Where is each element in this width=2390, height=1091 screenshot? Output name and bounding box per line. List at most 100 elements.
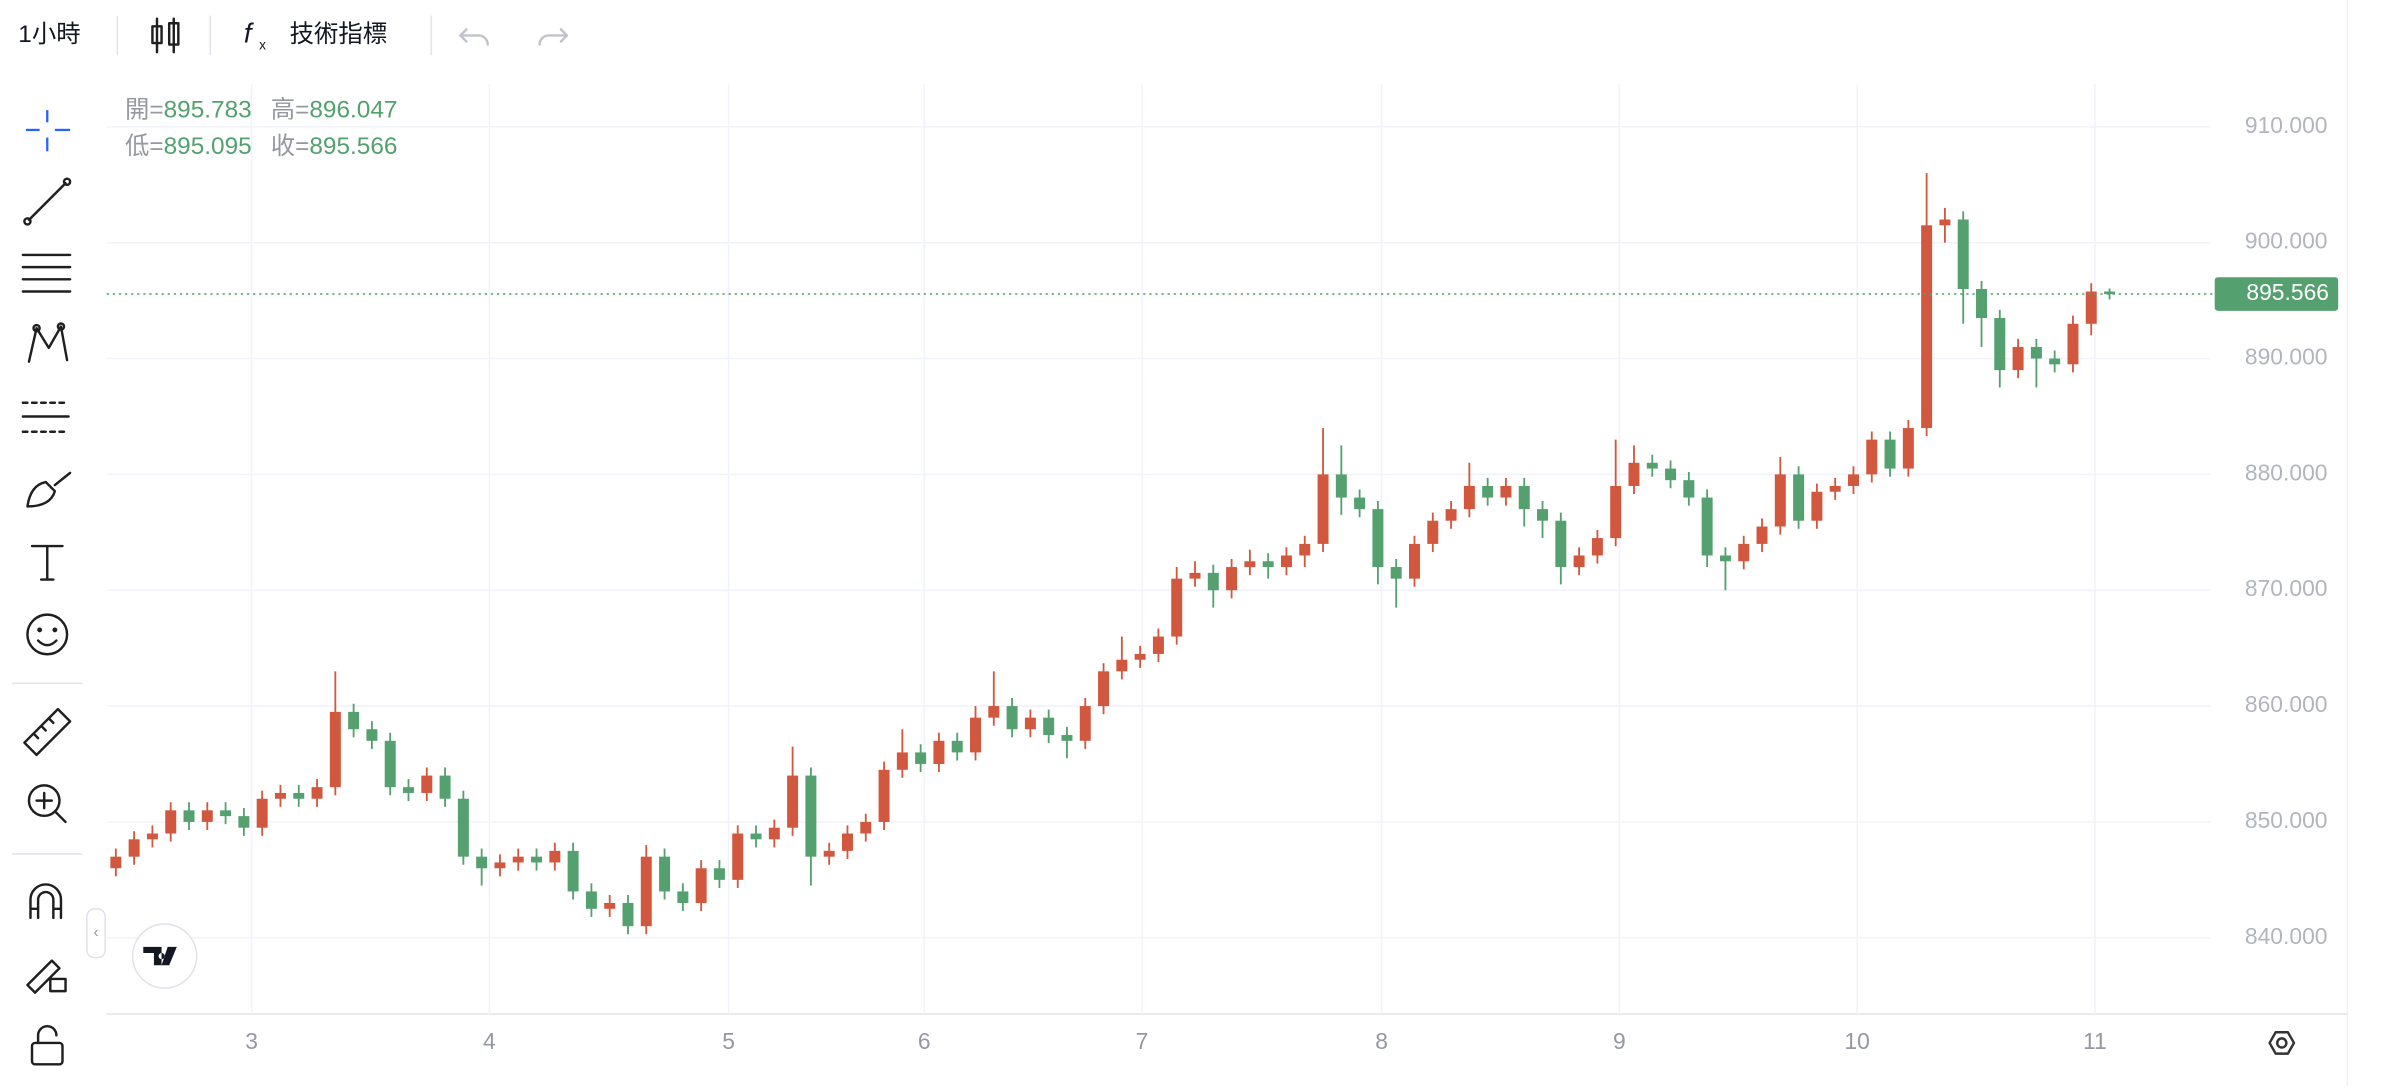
magnet-tool[interactable] xyxy=(29,883,63,920)
candle-body xyxy=(274,792,286,799)
candle-body xyxy=(1482,485,1494,498)
candle-body xyxy=(238,816,250,828)
candle-body xyxy=(732,833,744,880)
x-tick-label: 8 xyxy=(1375,1028,1388,1054)
candle-body xyxy=(348,711,360,730)
candle-body xyxy=(1829,485,1841,492)
y-tick-label: 910.000 xyxy=(2245,112,2328,138)
candle-body xyxy=(768,827,780,840)
candle-body xyxy=(476,856,488,869)
axes: 840.000 850.000 860.000 870.000 880.000 890.0… xyxy=(245,112,2339,1054)
collapse-arrow: ‹ xyxy=(93,924,98,941)
candle-body xyxy=(1061,735,1073,741)
undo-button[interactable] xyxy=(459,28,489,46)
candle-body xyxy=(1811,491,1823,521)
candle-body xyxy=(1665,468,1677,481)
candle-body xyxy=(1573,555,1585,568)
candle-body xyxy=(1555,520,1567,568)
candle-body xyxy=(311,787,323,799)
left-toolbar xyxy=(12,110,83,1066)
candle-body xyxy=(421,775,433,793)
candle-body xyxy=(1939,219,1951,226)
last-price-box xyxy=(2214,277,2339,311)
y-tick-label: 860.000 xyxy=(2245,691,2328,717)
candle-body xyxy=(750,833,762,840)
candle-body xyxy=(1207,572,1219,591)
text-tool[interactable] xyxy=(30,544,64,581)
collapse-handle[interactable] xyxy=(86,908,106,959)
candle-body xyxy=(1116,659,1128,672)
fx-icon: f xyxy=(244,18,254,49)
x-tick-label: 3 xyxy=(245,1028,258,1054)
candle-body xyxy=(1774,474,1786,527)
legend-label: 高= xyxy=(271,97,310,124)
candle-body xyxy=(366,729,378,741)
candle-body xyxy=(2085,291,2097,324)
indicators-label: 技術指標 xyxy=(290,21,388,48)
candle-body xyxy=(933,740,945,764)
fx-icon: x xyxy=(259,38,266,53)
candle-body xyxy=(1372,509,1384,568)
candle-body xyxy=(1921,225,1933,429)
settings-button[interactable] xyxy=(2268,1031,2296,1055)
candle-body xyxy=(1152,636,1164,654)
candle-body xyxy=(951,740,963,753)
fib-tool[interactable] xyxy=(21,253,72,293)
candle-body xyxy=(512,856,524,863)
y-tick-label: 900.000 xyxy=(2245,228,2328,254)
candle-body xyxy=(805,775,817,857)
lock-tool[interactable] xyxy=(30,1024,64,1066)
candle-body xyxy=(2067,323,2079,365)
candle-body xyxy=(1226,567,1238,591)
candle-body xyxy=(1427,520,1439,544)
candle-body xyxy=(1189,572,1201,579)
trendline-tool[interactable] xyxy=(23,177,72,226)
brush-tool[interactable] xyxy=(26,471,72,508)
legend-label: 開= xyxy=(125,97,164,124)
interval-button[interactable]: 1小時 xyxy=(18,21,80,48)
candle-body xyxy=(1518,485,1530,510)
candle-body xyxy=(1610,485,1622,539)
candle-body xyxy=(384,740,396,788)
x-tick-label: 10 xyxy=(1844,1028,1869,1054)
candle-body xyxy=(677,891,689,904)
chart-type-button[interactable] xyxy=(151,17,180,54)
zoom-tool[interactable] xyxy=(27,784,67,824)
candle-body xyxy=(2049,358,2061,365)
candle-body xyxy=(1390,567,1402,579)
lock-drawings-tool[interactable] xyxy=(26,959,67,994)
candle-body xyxy=(1957,219,1969,290)
legend-value: 895.783 xyxy=(164,97,252,124)
y-tick-label: 840.000 xyxy=(2245,923,2328,949)
prediction-tool[interactable] xyxy=(21,401,70,433)
candle-body xyxy=(494,862,506,869)
crosshair-tool[interactable] xyxy=(25,110,71,152)
candle-body xyxy=(1354,497,1366,510)
candle-body xyxy=(1902,428,1914,469)
candle-body xyxy=(256,798,268,828)
candle-body xyxy=(1701,497,1713,556)
measure-tool[interactable] xyxy=(23,707,72,757)
candle-body xyxy=(1500,485,1512,498)
legend-value: 896.047 xyxy=(309,97,397,124)
candle-body xyxy=(1591,538,1603,556)
candle-body xyxy=(1628,462,1640,486)
y-tick-label: 880.000 xyxy=(2245,459,2328,485)
candle-body xyxy=(988,706,1000,718)
candle-body xyxy=(2104,291,2116,295)
candle-body xyxy=(2030,346,2042,359)
candle-body xyxy=(1537,509,1549,521)
legend-label: 收= xyxy=(271,134,310,161)
last-price-label: 895.566 xyxy=(2246,279,2329,305)
y-tick-label: 850.000 xyxy=(2245,807,2328,833)
pattern-tool[interactable] xyxy=(27,322,69,363)
indicators-button[interactable]: f x 技術指標 xyxy=(244,18,387,53)
redo-button[interactable] xyxy=(538,28,569,46)
legend-value: 895.095 xyxy=(164,134,252,161)
legend-value: 895.566 xyxy=(309,134,397,161)
emoji-tool[interactable] xyxy=(26,613,69,656)
candle-body xyxy=(713,868,725,880)
candle-body xyxy=(165,810,177,834)
candle-body xyxy=(1006,706,1018,730)
candle-body xyxy=(128,839,140,857)
